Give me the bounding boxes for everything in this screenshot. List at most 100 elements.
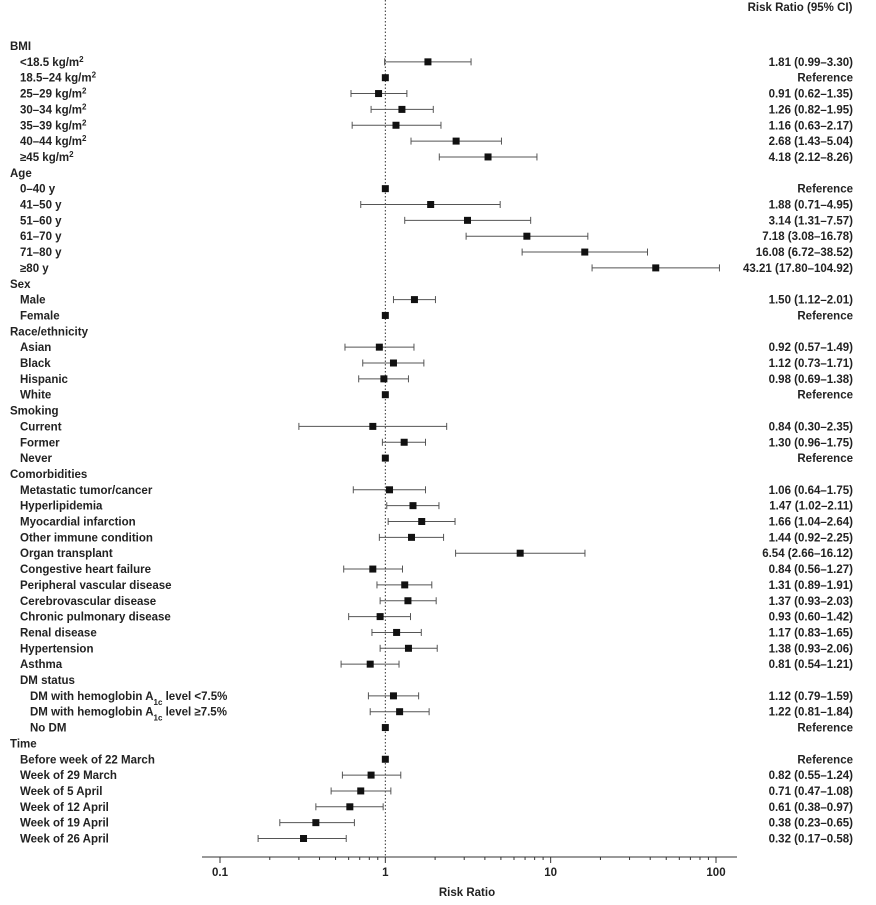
point-estimate xyxy=(346,803,354,811)
x-tick-label: 1 xyxy=(382,867,389,879)
row-label: Myocardial infarction xyxy=(20,517,136,529)
risk-ratio-text: 0.98 (0.69–1.38) xyxy=(769,374,854,386)
risk-ratio-text: 7.18 (3.08–16.78) xyxy=(762,231,853,243)
row-label: 51–60 y xyxy=(20,215,62,227)
row-label: 30–34 kg/m2 xyxy=(20,102,87,117)
reference-text: Reference xyxy=(797,453,853,465)
point-estimate xyxy=(389,359,397,367)
risk-ratio-text: 1.81 (0.99–3.30) xyxy=(769,57,854,69)
risk-ratio-text: 1.47 (1.02–2.11) xyxy=(769,501,853,513)
row-label: Renal disease xyxy=(20,627,97,639)
point-estimate xyxy=(300,835,308,842)
reference-marker xyxy=(381,724,389,732)
row-label: Hispanic xyxy=(20,374,69,386)
risk-ratio-text: 0.82 (0.55–1.24) xyxy=(769,770,854,782)
row-label: Congestive heart failure xyxy=(20,564,151,576)
row-label: Other immune condition xyxy=(20,532,153,544)
row-label: Never xyxy=(20,453,52,465)
risk-ratio-text: 0.61 (0.38–0.97) xyxy=(769,802,854,814)
row-label: Cerebrovascular disease xyxy=(20,596,156,608)
point-estimate xyxy=(463,216,471,224)
risk-ratio-text: 0.91 (0.62–1.35) xyxy=(769,89,854,101)
row-label: Before week of 22 March xyxy=(20,754,155,766)
point-estimate xyxy=(380,375,388,383)
risk-ratio-text: 1.12 (0.79–1.59) xyxy=(769,691,854,703)
point-estimate xyxy=(386,486,394,494)
row-label: Organ transplant xyxy=(20,548,113,560)
point-estimate xyxy=(404,644,412,652)
x-axis: 0.1 1 10 100 xyxy=(202,856,737,879)
risk-ratio-text: 1.16 (0.63–2.17) xyxy=(769,120,854,132)
risk-ratio-text: 1.12 (0.73–1.71) xyxy=(769,358,854,370)
point-estimate xyxy=(404,597,412,605)
column-header: Risk Ratio (95% CI) xyxy=(748,2,853,14)
row-label: 25–29 kg/m2 xyxy=(20,86,87,101)
row-label: Asthma xyxy=(20,659,63,671)
row-label: Former xyxy=(20,437,60,449)
row-label: No DM xyxy=(30,723,66,735)
point-estimate xyxy=(375,343,383,351)
risk-ratio-text: 0.71 (0.47–1.08) xyxy=(769,786,854,798)
row-label: Asian xyxy=(20,342,51,354)
x-axis-title: Risk Ratio xyxy=(439,887,495,899)
row-label: 61–70 y xyxy=(20,231,62,243)
risk-ratio-text: 1.88 (0.71–4.95) xyxy=(769,200,854,212)
x-tick-label: 10 xyxy=(544,867,557,879)
rows-layer: BMI<18.5 kg/m2 1.81 (0.99–3.30) 18.5–24 kg… xyxy=(10,41,853,846)
reference-marker xyxy=(381,311,389,319)
risk-ratio-text: 1.44 (0.92–2.25) xyxy=(769,532,854,544)
risk-ratio-text: 1.50 (1.12–2.01) xyxy=(769,295,854,307)
row-label: Black xyxy=(20,358,51,370)
risk-ratio-text: 0.32 (0.17–0.58) xyxy=(769,834,854,846)
point-estimate xyxy=(452,137,460,145)
risk-ratio-text: 16.08 (6.72–38.52) xyxy=(756,247,853,259)
risk-ratio-text: 1.38 (0.93–2.06) xyxy=(769,643,854,655)
row-label: Week of 5 April xyxy=(20,786,102,798)
point-estimate xyxy=(392,121,400,129)
row-label: Week of 12 April xyxy=(20,802,109,814)
risk-ratio-text: 43.21 (17.80–104.92) xyxy=(743,263,853,275)
row-label: Hyperlipidemia xyxy=(20,501,103,513)
row-label: Male xyxy=(20,295,46,307)
risk-ratio-text: 1.06 (0.64–1.75) xyxy=(769,485,854,497)
group-label: BMI xyxy=(10,41,31,53)
point-estimate xyxy=(367,771,375,779)
group-label: Age xyxy=(10,168,32,180)
point-estimate xyxy=(418,518,426,525)
risk-ratio-text: 1.30 (0.96–1.75) xyxy=(769,437,854,449)
x-tick-label: 100 xyxy=(706,867,725,879)
group-label: Race/ethnicity xyxy=(10,326,89,338)
row-label: 0–40 y xyxy=(20,184,56,196)
risk-ratio-text: 3.14 (1.31–7.57) xyxy=(769,215,854,227)
x-tick-label: 0.1 xyxy=(212,867,229,879)
point-estimate xyxy=(357,787,365,795)
group-label: Comorbidities xyxy=(10,469,87,481)
point-estimate xyxy=(396,708,404,716)
row-label: DM with hemoglobin A1c level ≥7.5% xyxy=(30,707,227,723)
point-estimate xyxy=(427,201,435,208)
row-label: 41–50 y xyxy=(20,200,62,212)
risk-ratio-text: 1.17 (0.83–1.65) xyxy=(769,627,854,639)
risk-ratio-text: 0.38 (0.23–0.65) xyxy=(769,818,854,830)
point-estimate xyxy=(369,422,377,430)
row-label: 18.5–24 kg/m2 xyxy=(20,70,97,85)
reference-text: Reference xyxy=(797,723,853,735)
row-label: Female xyxy=(20,310,60,322)
row-label: <18.5 kg/m2 xyxy=(20,54,84,69)
row-label: ≥45 kg/m2 xyxy=(20,149,74,164)
point-estimate xyxy=(484,153,492,161)
reference-marker xyxy=(381,185,389,193)
row-label: Current xyxy=(20,421,62,433)
row-label: Week of 26 April xyxy=(20,834,109,846)
row-label: Metastatic tumor/cancer xyxy=(20,485,153,497)
risk-ratio-text: 4.18 (2.12–8.26) xyxy=(769,152,854,164)
risk-ratio-text: 0.93 (0.60–1.42) xyxy=(769,612,854,624)
point-estimate xyxy=(398,105,406,113)
row-label: Peripheral vascular disease xyxy=(20,580,172,592)
row-label: Chronic pulmonary disease xyxy=(20,612,171,624)
reference-text: Reference xyxy=(797,310,853,322)
reference-text: Reference xyxy=(797,73,853,85)
point-estimate xyxy=(424,58,432,66)
reference-marker xyxy=(381,391,389,399)
